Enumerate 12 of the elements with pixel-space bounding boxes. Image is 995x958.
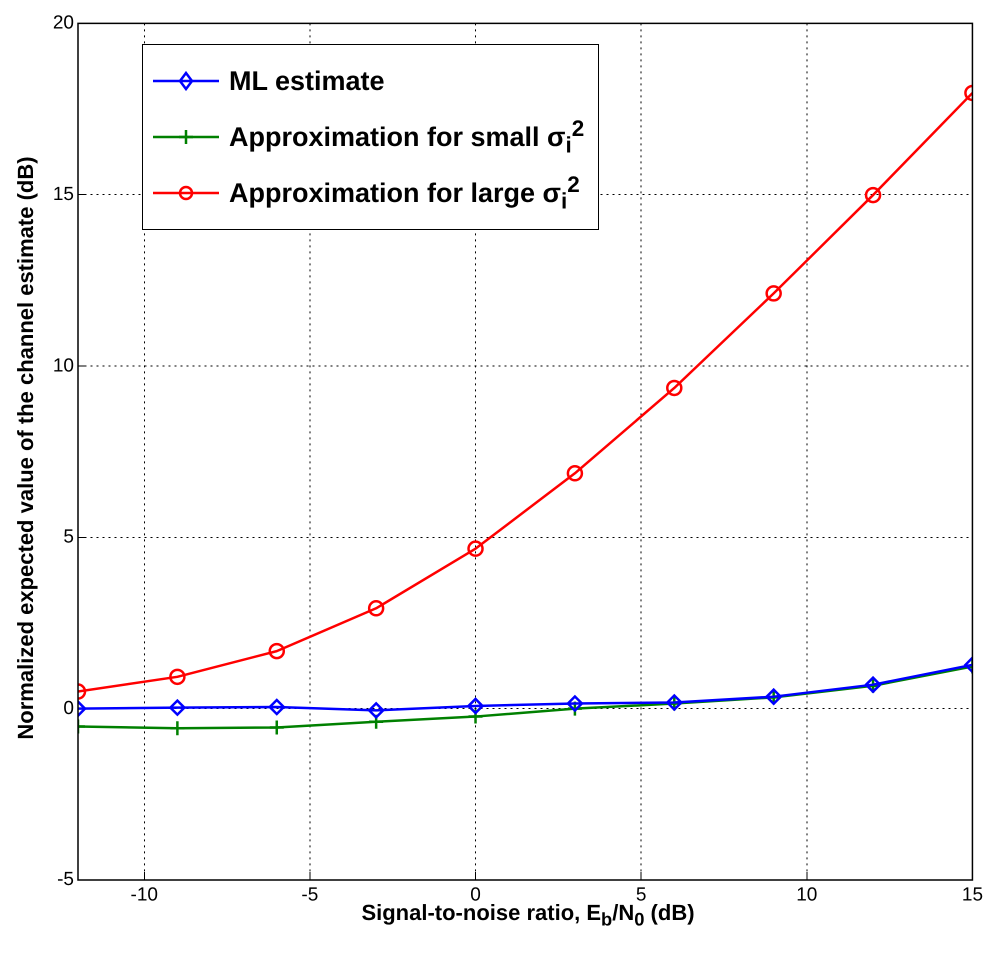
y-tick-label: 20 [52, 12, 74, 34]
y-tick-label: 15 [52, 184, 74, 205]
y-axis-title: Normalized expected value of the channel estimate (dB) [13, 156, 39, 740]
y-tick-label: 0 [63, 698, 74, 719]
x-tick-label: 10 [796, 884, 818, 906]
x-tick-label: -5 [301, 884, 318, 906]
y-tick-label: -5 [57, 869, 74, 890]
x-tick-label: 15 [962, 884, 984, 906]
y-tick-label: 5 [63, 526, 74, 548]
legend-label: ML estimate [229, 66, 385, 96]
x-tick-label: -10 [130, 884, 158, 906]
y-tick-label: 10 [52, 355, 74, 376]
